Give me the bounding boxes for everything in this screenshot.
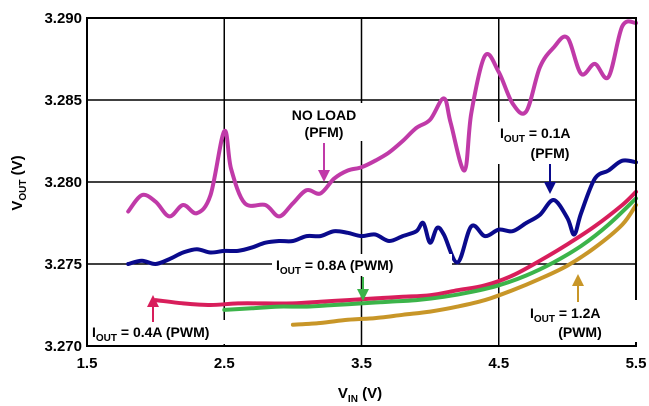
- annotations: NO LOAD (PFM) IOUT = 0.1A (PFM) IOUT = 0…: [89, 103, 637, 344]
- y-axis-title-main: V: [9, 201, 26, 211]
- annotation-iout-0.1a-sub: OUT: [504, 134, 525, 145]
- annotation-iout-1.2a: IOUT = 1.2A (PWM): [527, 274, 637, 342]
- series-line-iout-1.2a: [290, 203, 638, 327]
- annotation-iout-1.2a-line2: (PWM): [558, 324, 602, 340]
- annotation-iout-0.1a-rest: = 0.1A: [525, 125, 571, 141]
- annotation-iout-0.8a-arrowhead: [357, 289, 369, 301]
- series-line-iout-0.4a: [153, 189, 638, 307]
- annotation-iout-0.4a: IOUT = 0.4A (PWM): [89, 295, 261, 344]
- annotation-iout-0.1a-arrowhead: [544, 182, 556, 194]
- y-tick-label: 3.290: [44, 10, 82, 27]
- tick-labels: 1.5 2.5 3.5 4.5 5.5 3.270 3.275 3.280 3.285 3.290: [44, 10, 646, 372]
- plot-frame: [86, 17, 637, 347]
- annotation-iout-0.4a-arrowhead: [147, 295, 159, 307]
- annotation-no-load-line1: NO LOAD: [292, 107, 357, 123]
- annotation-iout-0.4a-sub: OUT: [96, 333, 117, 344]
- x-tick-label: 3.5: [351, 355, 372, 372]
- annotation-iout-0.4a-rest: = 0.4A (PWM): [117, 324, 209, 340]
- series-line-iout-0.1a: [126, 158, 638, 266]
- annotation-iout-0.1a-backdrop: [498, 122, 590, 164]
- y-tick-label: 3.270: [44, 338, 82, 355]
- annotation-iout-1.2a-arrowhead: [572, 274, 584, 286]
- annotation-iout-0.8a-i: I: [276, 257, 280, 273]
- y-tick-label: 3.285: [44, 92, 82, 109]
- y-axis-title-unit: (V): [9, 155, 26, 179]
- x-axis-title: VIN (V): [338, 385, 382, 405]
- annotation-iout-1.2a-rest: = 1.2A: [555, 305, 601, 321]
- annotation-iout-0.1a-i: I: [500, 125, 504, 141]
- annotation-iout-0.1a: IOUT = 0.1A (PFM): [498, 122, 590, 194]
- x-axis-title-unit: (V): [358, 385, 382, 402]
- x-tick-label: 5.5: [626, 355, 647, 372]
- annotation-iout-1.2a-line1: IOUT = 1.2A: [530, 305, 601, 325]
- annotation-no-load-line2: (PFM): [305, 124, 344, 140]
- annotation-iout-0.8a-rest: = 0.8A (PWM): [301, 257, 393, 273]
- annotation-iout-0.4a-backdrop: [89, 320, 261, 344]
- annotation-iout-0.1a-line1: IOUT = 0.1A: [500, 125, 571, 145]
- series-line-no-load: [126, 19, 638, 219]
- x-tick-label: 2.5: [214, 355, 235, 372]
- annotation-iout-0.8a-line1: IOUT = 0.8A (PWM): [276, 257, 393, 277]
- annotation-no-load-backdrop: [275, 103, 373, 141]
- annotation-iout-1.2a-sub: OUT: [534, 314, 555, 325]
- annotation-iout-0.1a-line2: (PFM): [531, 145, 570, 161]
- annotation-iout-0.4a-i: I: [92, 324, 96, 340]
- annotation-iout-0.8a: IOUT = 0.8A (PWM): [272, 254, 452, 301]
- series-lines: [126, 19, 638, 327]
- y-tick-label: 3.275: [44, 256, 82, 273]
- x-tick-label: 1.5: [77, 355, 98, 372]
- annotation-no-load-arrowhead: [318, 170, 330, 182]
- x-tick-label: 4.5: [488, 355, 509, 372]
- y-tick-label: 3.280: [44, 174, 82, 191]
- annotation-iout-1.2a-backdrop: [527, 300, 637, 342]
- annotation-no-load: NO LOAD (PFM): [275, 103, 373, 182]
- annotation-iout-1.2a-i: I: [530, 305, 534, 321]
- annotation-iout-0.4a-line1: IOUT = 0.4A (PWM): [92, 324, 209, 344]
- annotation-iout-0.8a-sub: OUT: [280, 266, 301, 277]
- y-axis-title: VOUT (V): [9, 155, 29, 210]
- x-axis-title-sub: IN: [348, 394, 358, 405]
- y-axis-title-sub: OUT: [18, 180, 29, 201]
- x-axis-title-main: V: [338, 385, 348, 402]
- annotation-iout-0.8a-backdrop: [272, 254, 452, 276]
- series-line-iout-0.8a: [222, 196, 638, 312]
